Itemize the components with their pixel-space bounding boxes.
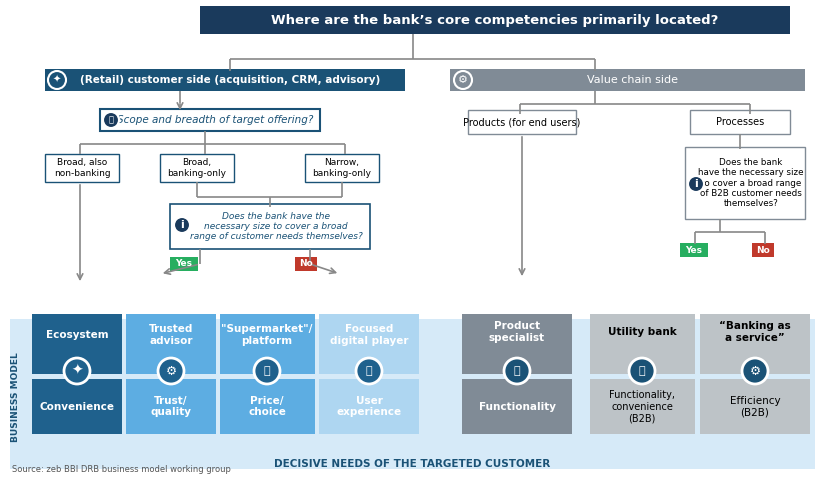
Bar (10, 319, 815, 469)
Text: Functionality: Functionality (478, 401, 555, 411)
Text: 🔑: 🔑 (109, 115, 114, 125)
Bar (590, 314, 695, 374)
Text: No: No (299, 260, 313, 269)
Text: DECISIVE NEEDS OF THE TARGETED CUSTOMER: DECISIVE NEEDS OF THE TARGETED CUSTOMER (274, 459, 550, 469)
Text: Processes: Processes (716, 117, 764, 127)
Circle shape (742, 358, 768, 384)
Bar (295, 257, 317, 271)
Text: Focused
digital player: Focused digital player (330, 324, 408, 346)
Text: ✦: ✦ (71, 364, 82, 378)
Circle shape (64, 358, 90, 384)
Bar (45, 154, 119, 182)
Bar (45, 69, 405, 91)
Bar (700, 379, 810, 434)
Circle shape (103, 112, 119, 128)
Bar (685, 147, 805, 219)
Bar (170, 204, 370, 249)
Bar (700, 314, 810, 374)
Bar (32, 379, 122, 434)
Text: 🔗: 🔗 (514, 366, 521, 376)
Text: Efficiency
(B2B): Efficiency (B2B) (729, 396, 780, 417)
Bar (752, 243, 774, 257)
Text: Narrow,
banking-only: Narrow, banking-only (313, 158, 371, 178)
Text: Products (for end users): Products (for end users) (464, 117, 581, 127)
Text: ⚙: ⚙ (458, 75, 468, 85)
Circle shape (454, 71, 472, 89)
Text: ⚙: ⚙ (165, 365, 177, 377)
Text: Functionality,
convenience
(B2B): Functionality, convenience (B2B) (609, 390, 675, 423)
Bar (690, 110, 790, 134)
Text: ✦: ✦ (53, 75, 61, 85)
Text: (Retail) customer side (acquisition, CRM, advisory): (Retail) customer side (acquisition, CRM… (80, 75, 380, 85)
Bar (590, 379, 695, 434)
Text: Ecosystem: Ecosystem (45, 330, 108, 340)
Text: Source: zeb BBI DRB business model working group: Source: zeb BBI DRB business model worki… (12, 465, 231, 474)
Bar (450, 69, 805, 91)
Bar (126, 314, 216, 374)
Text: BUSINESS MODEL: BUSINESS MODEL (12, 352, 21, 442)
Text: No: No (757, 246, 770, 254)
Text: Utility bank: Utility bank (608, 327, 676, 337)
Text: i: i (180, 220, 184, 230)
Text: i: i (694, 179, 698, 189)
Text: Trusted
advisor: Trusted advisor (148, 324, 193, 346)
Bar (305, 154, 379, 182)
Text: "Supermarket"/
platform: "Supermarket"/ platform (221, 324, 313, 346)
Circle shape (174, 217, 190, 233)
Text: Does the bank
have the necessary size
to cover a broad range
of B2B customer nee: Does the bank have the necessary size to… (698, 158, 804, 208)
Text: ⚙: ⚙ (749, 365, 761, 377)
Bar (468, 110, 576, 134)
Bar (160, 154, 234, 182)
Bar (319, 314, 419, 374)
Text: Scope and breadth of target offering?: Scope and breadth of target offering? (117, 115, 314, 125)
Bar (220, 379, 315, 434)
Text: 🏭: 🏭 (639, 366, 645, 376)
Text: Broad,
banking-only: Broad, banking-only (167, 158, 227, 178)
Text: User
experience: User experience (337, 396, 402, 417)
Circle shape (688, 176, 704, 192)
Text: 🛒: 🛒 (264, 366, 271, 376)
Bar (126, 379, 216, 434)
Bar (319, 379, 419, 434)
Text: Yes: Yes (176, 260, 192, 269)
Bar (462, 379, 572, 434)
Text: Convenience: Convenience (40, 401, 115, 411)
Circle shape (356, 358, 382, 384)
Text: Trust/
quality: Trust/ quality (150, 396, 191, 417)
Bar (32, 314, 122, 374)
Bar (220, 314, 315, 374)
Text: Yes: Yes (686, 246, 703, 254)
Text: Broad, also
non-banking: Broad, also non-banking (54, 158, 111, 178)
Text: Price/
choice: Price/ choice (248, 396, 286, 417)
Text: 🚀: 🚀 (365, 366, 372, 376)
Bar (170, 257, 198, 271)
Circle shape (254, 358, 280, 384)
Circle shape (158, 358, 184, 384)
Text: Does the bank have the
necessary size to cover a broad
range of customer needs t: Does the bank have the necessary size to… (190, 212, 362, 241)
Circle shape (504, 358, 530, 384)
Text: Value chain side: Value chain side (587, 75, 678, 85)
Circle shape (629, 358, 655, 384)
Text: “Banking as
a service”: “Banking as a service” (719, 321, 791, 343)
Bar (100, 109, 320, 131)
Text: Where are the bank’s core competencies primarily located?: Where are the bank’s core competencies p… (271, 13, 719, 26)
Bar (680, 243, 708, 257)
Bar (462, 314, 572, 374)
Text: Product
specialist: Product specialist (489, 321, 545, 343)
Circle shape (48, 71, 66, 89)
Bar (200, 6, 790, 34)
